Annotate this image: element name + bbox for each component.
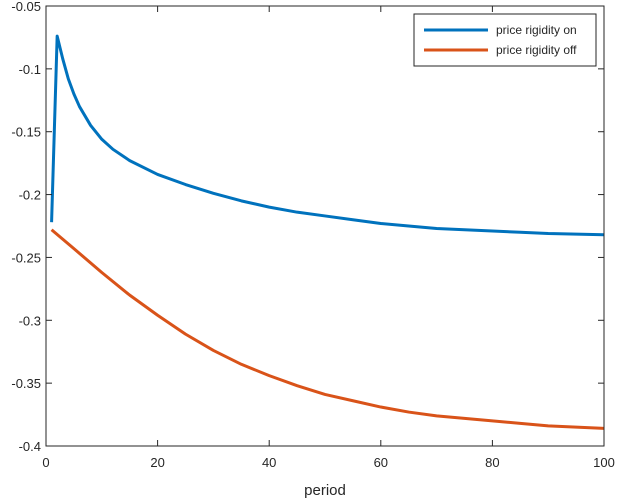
- legend-label: price rigidity on: [496, 23, 577, 37]
- y-axis: -0.05 -0.1 -0.15 -0.2 -0.25 -0.3 -0.35 -0.4: [11, 0, 604, 454]
- series-line-1: [50, 34, 605, 237]
- y-tick-label: -0.3: [19, 313, 41, 328]
- x-axis-label: period: [304, 482, 346, 499]
- legend: price rigidity on price rigidity off: [413, 13, 597, 67]
- y-tick-label: -0.4: [19, 439, 41, 454]
- y-tick-label: -0.35: [11, 376, 41, 391]
- x-tick-label: 60: [374, 455, 388, 470]
- axes-box: [45, 5, 605, 447]
- series-layer: [50, 34, 605, 430]
- y-tick-label: -0.1: [19, 62, 41, 77]
- x-tick-label: 20: [150, 455, 164, 470]
- legend-label: price rigidity off: [496, 43, 577, 57]
- y-tick-label: -0.25: [11, 250, 41, 265]
- x-tick-label: 40: [262, 455, 276, 470]
- plot-area: [46, 6, 604, 446]
- y-tick-label: -0.2: [19, 188, 41, 203]
- series-line-2: [50, 228, 605, 430]
- y-tick-label: -0.05: [11, 0, 41, 14]
- x-tick-label: 0: [42, 455, 49, 470]
- x-tick-label: 80: [485, 455, 499, 470]
- y-tick-label: -0.15: [11, 125, 41, 140]
- x-tick-label: 100: [593, 455, 615, 470]
- legend-box: [413, 13, 597, 67]
- x-axis: 0 20 40 60 80 100: [42, 6, 615, 470]
